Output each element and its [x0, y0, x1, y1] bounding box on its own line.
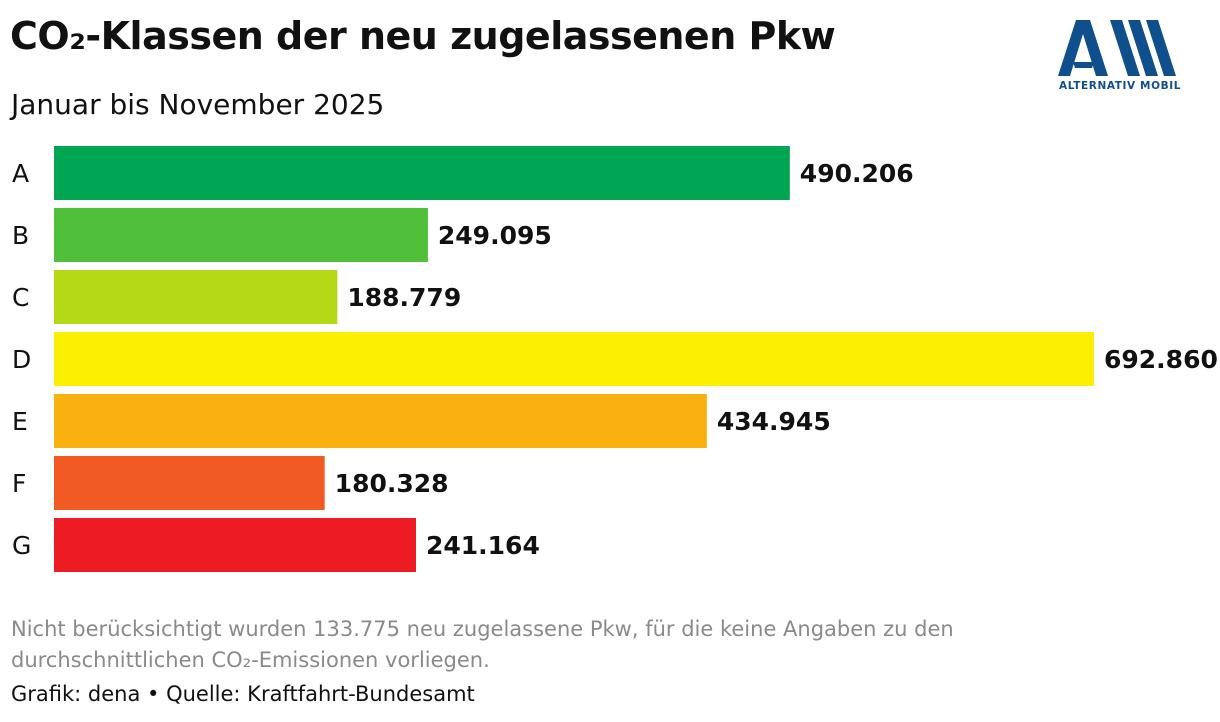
logo-text: ALTERNATIV MOBIL	[1058, 80, 1182, 92]
bar-b	[54, 208, 428, 262]
category-label: E	[12, 407, 28, 436]
chart-subtitle: Januar bis November 2025	[11, 88, 385, 121]
category-label: D	[12, 345, 31, 374]
source-credit: Grafik: dena • Quelle: Kraftfahrt-Bundes…	[11, 682, 475, 706]
value-label: 249.095	[438, 221, 552, 250]
value-label: 490.206	[800, 159, 914, 188]
value-label: 180.328	[335, 469, 449, 498]
value-label: 188.779	[347, 283, 461, 312]
am-logo-icon	[1058, 20, 1176, 76]
logo: ALTERNATIV MOBIL	[1058, 18, 1182, 94]
bar-d	[54, 332, 1094, 386]
bar-g	[54, 518, 416, 572]
bar-a	[54, 146, 790, 200]
category-label: C	[12, 283, 29, 312]
bar-chart: A 490.206 B 249.095 C 188.779 D 692.860 E 434.945…	[0, 140, 1220, 580]
bar-e	[54, 394, 707, 448]
bar-c	[54, 270, 338, 324]
category-label: G	[12, 531, 31, 560]
category-label: F	[12, 469, 26, 498]
chart-title: CO₂-Klassen der neu zugelassenen Pkw	[10, 14, 836, 58]
category-label: A	[12, 159, 29, 188]
category-label: B	[12, 221, 29, 250]
value-label: 241.164	[426, 531, 540, 560]
value-label: 692.860	[1104, 345, 1218, 374]
bar-f	[54, 456, 325, 510]
bar-chart-svg: A 490.206 B 249.095 C 188.779 D 692.860 E 434.945…	[12, 146, 1218, 572]
footnote: Nicht berücksichtigt wurden 133.775 neu …	[11, 617, 954, 672]
value-label: 434.945	[717, 407, 831, 436]
